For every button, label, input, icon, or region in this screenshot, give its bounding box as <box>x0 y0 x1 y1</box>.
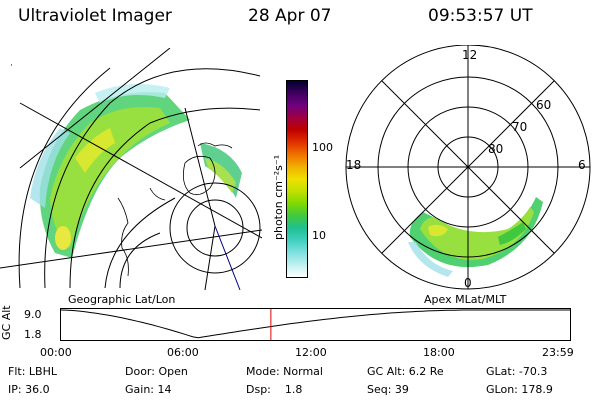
info-mode: Mode: Normal <box>246 365 323 378</box>
timeline-xtick-0600: 06:00 <box>167 346 199 359</box>
polar-aurora <box>408 197 543 277</box>
colorbar-unit-label: photon cm⁻²s⁻¹ <box>272 154 285 240</box>
timeline-xtick-1800: 18:00 <box>423 346 455 359</box>
date-label: 28 Apr 07 <box>248 6 332 26</box>
mlt-label-12: 12 <box>462 48 478 62</box>
info-filter: Flt: LBHL <box>8 365 57 378</box>
timeline-xtick-2359: 23:59 <box>542 346 574 359</box>
polar-plot <box>345 45 591 290</box>
info-glat: GLat: -70.3 <box>486 365 548 378</box>
colorbar-tick-10: 10 <box>312 229 326 242</box>
info-door: Door: Open <box>125 365 188 378</box>
info-gc-alt: GC Alt: 6.2 Re <box>367 365 444 378</box>
lat-label-80: 80 <box>488 142 504 156</box>
mlt-label-0: 0 <box>464 276 472 290</box>
mlt-label-6: 6 <box>578 158 586 172</box>
mlt-label-18: 18 <box>346 158 362 172</box>
info-gain: Gain: 14 <box>125 383 172 396</box>
right-panel-caption: Apex MLat/MLT <box>424 293 507 306</box>
lat-label-70: 70 <box>512 120 528 134</box>
timeline-axis-label: GC Alt <box>0 305 13 340</box>
info-ip: IP: 36.0 <box>8 383 50 396</box>
info-glon: GLon: 178.9 <box>486 383 553 396</box>
time-label: 09:53:57 UT <box>428 6 533 26</box>
aurora-emission <box>30 84 242 259</box>
lat-label-60: 60 <box>536 98 552 112</box>
info-seq: Seq: 39 <box>367 383 409 396</box>
timeline-ytick-min: 1.8 <box>24 328 42 341</box>
timeline-ytick-max: 9.0 <box>24 308 42 321</box>
altitude-timeline <box>60 308 571 341</box>
info-dsp: Dsp: 1.8 <box>246 383 303 396</box>
altitude-curve <box>60 309 571 339</box>
svg-text:·: · <box>10 61 13 71</box>
left-panel-caption: Geographic Lat/Lon <box>68 293 176 306</box>
geographic-map: · <box>0 48 262 290</box>
timeline-xtick-1200: 12:00 <box>295 346 327 359</box>
colorbar <box>286 80 308 278</box>
timeline-xtick-0000: 00:00 <box>40 346 72 359</box>
instrument-title: Ultraviolet Imager <box>18 6 172 26</box>
colorbar-tick-100: 100 <box>312 141 333 154</box>
